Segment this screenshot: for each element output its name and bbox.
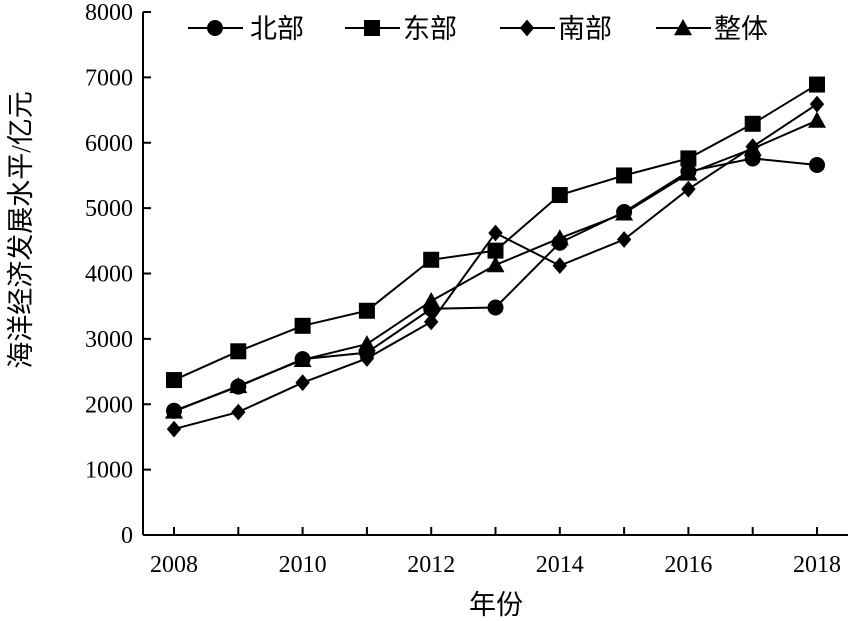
axes: 0 1000 2000 3000 4000 5000 6000 7000 8000 2008 201… [85, 0, 848, 578]
data-point [616, 231, 632, 248]
y-tick-label: 0 [121, 523, 133, 549]
x-tick-label: 2008 [150, 552, 198, 578]
data-point [551, 187, 568, 204]
legend-entry-2: 东部 [345, 14, 457, 44]
data-point [808, 111, 826, 128]
data-point [615, 204, 634, 221]
series-3 [166, 95, 825, 438]
y-axis-title: 海洋经济发展水平/亿元 [6, 91, 36, 369]
y-tick-label: 4000 [85, 262, 133, 288]
series-4 [165, 111, 826, 419]
data-point [487, 299, 504, 316]
data-point [231, 403, 246, 421]
series-layer [165, 76, 826, 438]
legend-label: 整体 [714, 14, 768, 44]
data-point [809, 95, 825, 113]
y-tick-label: 8000 [85, 0, 133, 26]
legend-marker [207, 20, 223, 36]
x-tick-label: 2010 [279, 552, 327, 578]
data-point [552, 257, 567, 275]
data-point [424, 313, 439, 331]
legend-label: 南部 [558, 14, 612, 44]
legend: 北部 东部 南部 整体 [188, 14, 768, 44]
data-point [293, 350, 312, 367]
legend-marker [519, 19, 535, 37]
y-tick-label: 7000 [85, 65, 133, 91]
legend-label: 北部 [250, 14, 304, 44]
data-point [357, 335, 376, 352]
legend-entry-1: 北部 [188, 14, 304, 44]
y-tick-label: 2000 [85, 392, 133, 418]
data-point [679, 164, 698, 181]
data-point [294, 317, 311, 334]
x-tick-label: 2014 [536, 552, 584, 578]
legend-label: 东部 [403, 14, 457, 44]
data-point [165, 402, 183, 419]
x-tick-label: 2018 [793, 552, 841, 578]
data-point [358, 302, 375, 319]
data-point [743, 139, 762, 156]
data-point [359, 350, 375, 367]
data-point [550, 229, 569, 246]
data-point [422, 291, 441, 309]
data-point [166, 420, 182, 438]
legend-marker [364, 20, 380, 36]
data-point [744, 115, 761, 132]
legend-entry-4: 整体 [656, 14, 768, 44]
y-tick-label: 6000 [85, 131, 133, 157]
data-point [423, 251, 440, 268]
y-tick-label: 1000 [85, 458, 133, 484]
x-axis-title: 年份 [469, 590, 523, 620]
data-point [488, 224, 503, 242]
data-point [229, 376, 248, 394]
data-point [809, 76, 825, 93]
y-tick-label: 3000 [85, 327, 133, 353]
data-point [680, 150, 697, 167]
x-tick-label: 2016 [664, 552, 712, 578]
data-point [809, 156, 825, 173]
data-point [166, 372, 182, 389]
series-1 [166, 150, 825, 419]
data-point [486, 256, 505, 273]
legend-marker [674, 19, 692, 36]
y-tick-label: 5000 [85, 196, 133, 222]
data-point [295, 374, 310, 392]
data-point [230, 343, 247, 360]
series-2 [166, 76, 825, 389]
x-tick-label: 2012 [407, 552, 455, 578]
data-point [487, 242, 504, 259]
data-point [616, 167, 633, 184]
data-point [681, 180, 696, 198]
legend-entry-3: 南部 [500, 14, 612, 44]
